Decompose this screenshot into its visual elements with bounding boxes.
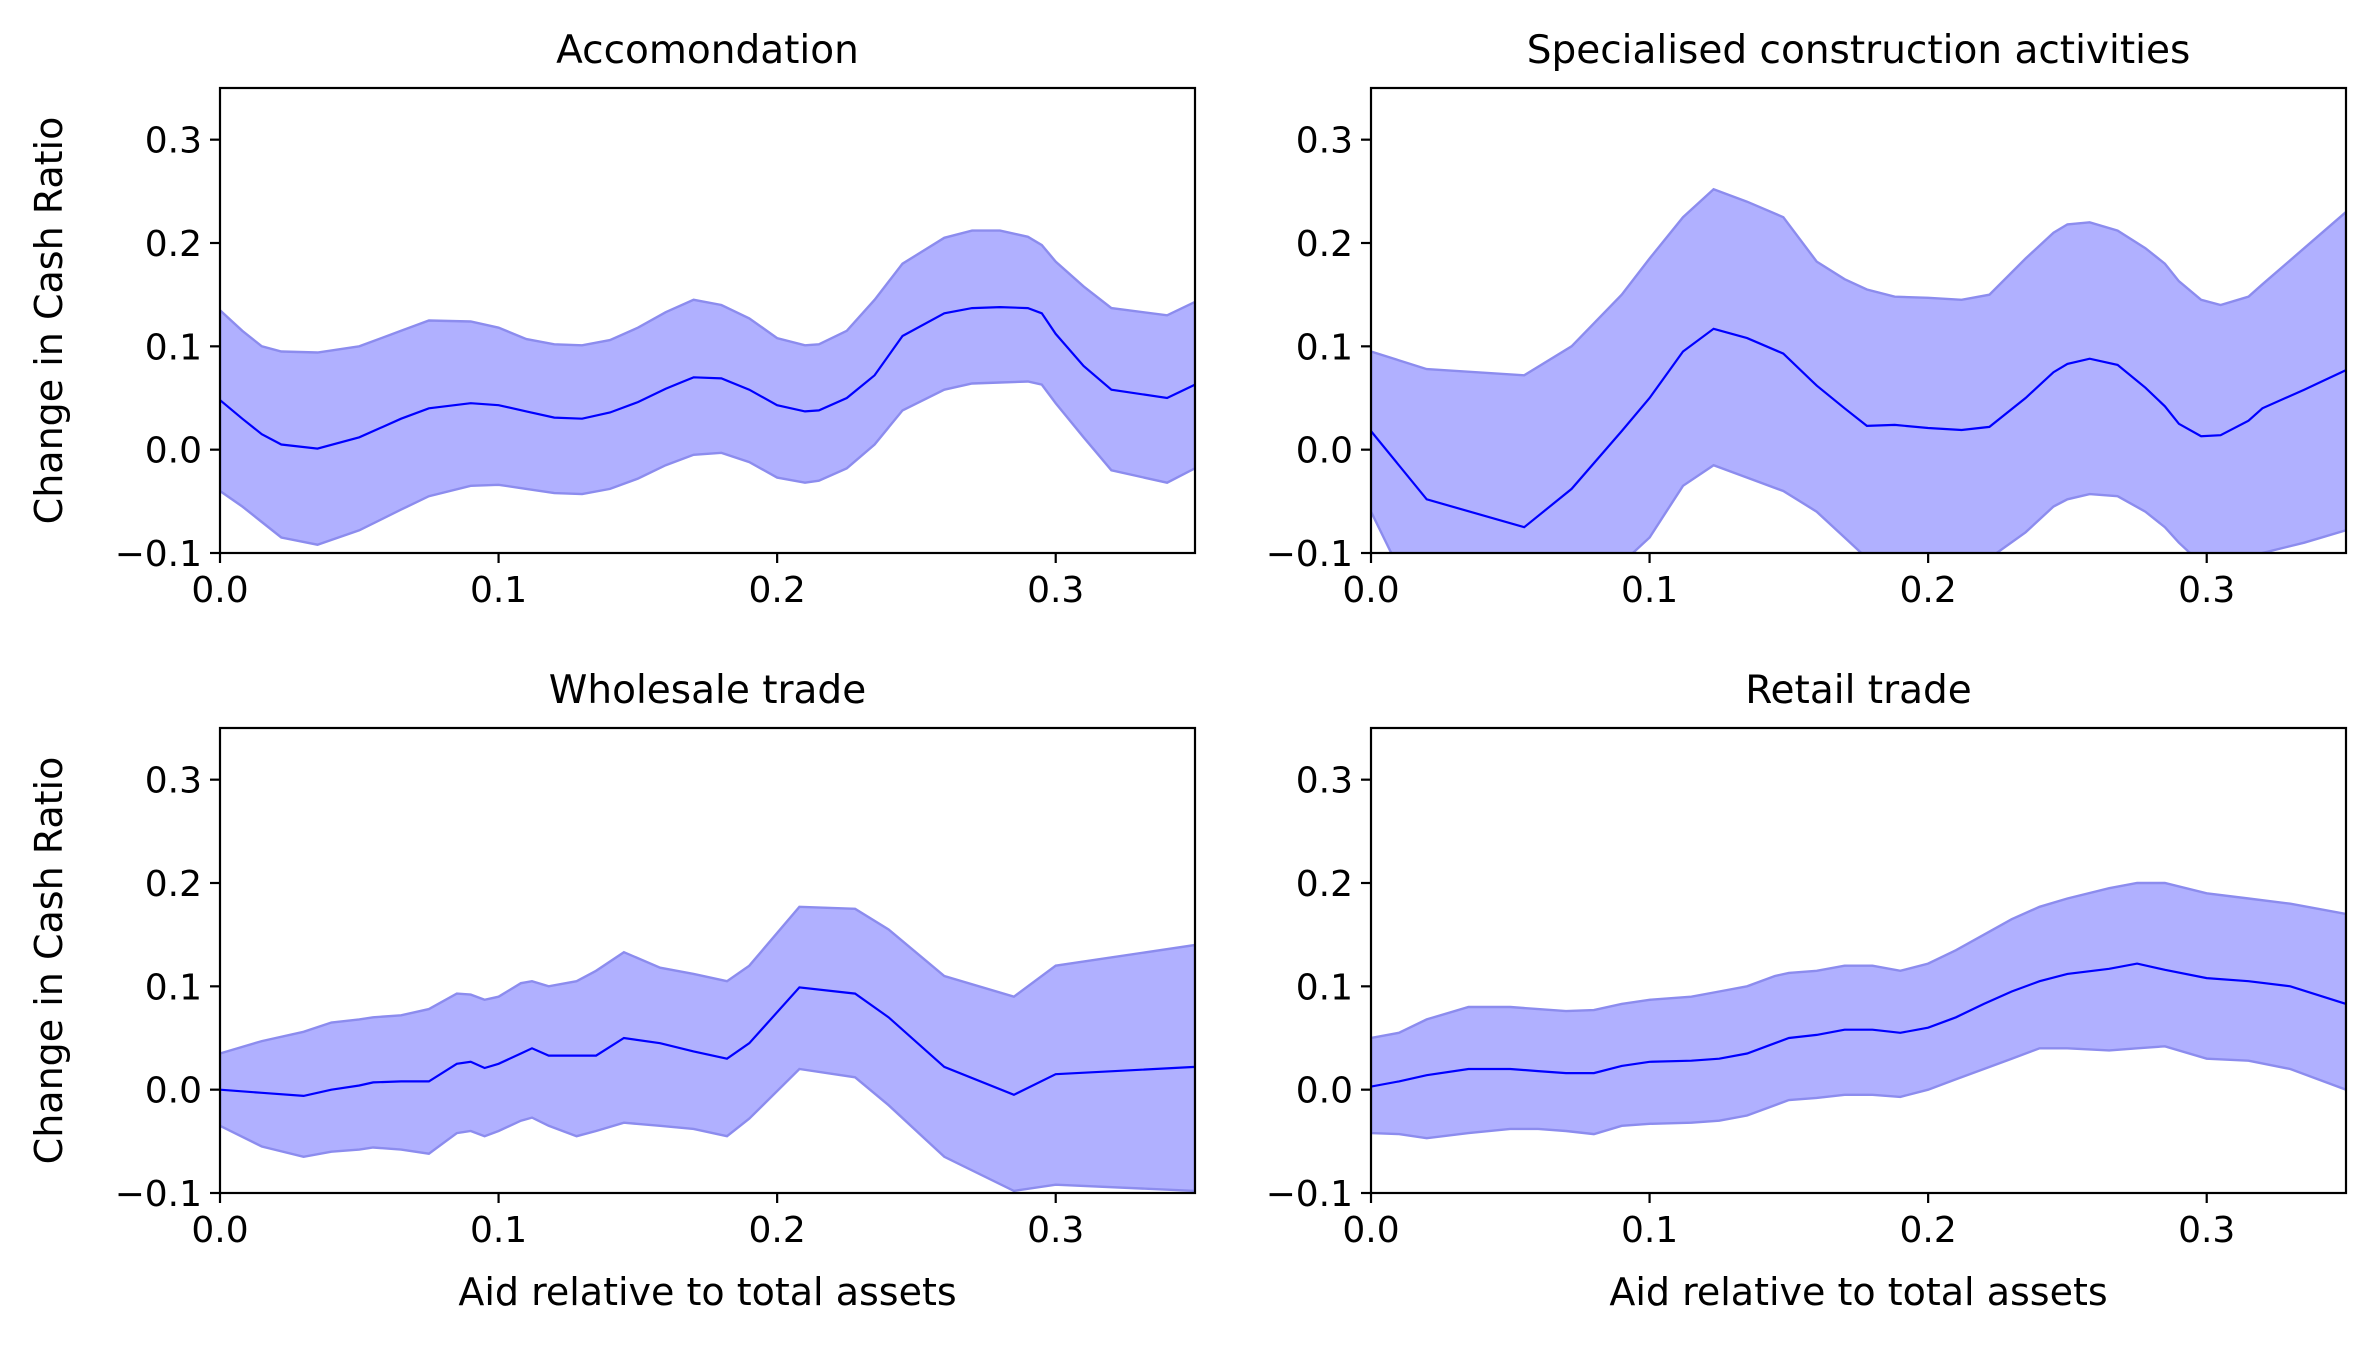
mean-line — [1371, 962, 2346, 1088]
x-tick-label: 0.3 — [1027, 1210, 1084, 1251]
confidence-band — [220, 905, 1195, 1193]
y-tick-label: 0.2 — [145, 864, 202, 905]
x-tick-label: 0.1 — [470, 1210, 527, 1251]
x-tick-label: 0.0 — [191, 570, 248, 611]
y-tick-label: 0.1 — [145, 967, 202, 1008]
y-tick-label: 0.0 — [1296, 431, 1353, 472]
confidence-band — [1371, 187, 2346, 553]
y-tick-label: 0.3 — [145, 121, 202, 162]
y-tick-label: 0.2 — [1296, 224, 1353, 265]
y-tick-label: 0.3 — [145, 761, 202, 802]
x-tick-label: 0.3 — [2178, 570, 2235, 611]
confidence-band — [1371, 881, 2346, 1140]
x-tick-label: 0.0 — [1342, 570, 1399, 611]
plot-area — [220, 229, 1195, 546]
y-tick-label: 0.1 — [145, 327, 202, 368]
axes-frame — [1369, 726, 2348, 1195]
x-tick-label: 0.1 — [470, 570, 527, 611]
panel-title: Specialised construction activities — [1527, 28, 2191, 73]
x-tick-label: 0.1 — [1621, 570, 1678, 611]
y-tick-label: −0.1 — [1266, 1174, 1353, 1215]
mean-line — [220, 986, 1195, 1098]
x-tick-label: 0.2 — [749, 570, 806, 611]
x-tick-label: 0.0 — [191, 1210, 248, 1251]
mean-line — [220, 305, 1195, 450]
axes-frame — [1369, 86, 2348, 555]
confidence-band — [220, 229, 1195, 546]
x-tick-label: 0.2 — [1900, 570, 1957, 611]
y-tick-label: 0.3 — [1296, 761, 1353, 802]
y-tick-label: 0.1 — [1296, 967, 1353, 1008]
axes-frame — [218, 726, 1197, 1195]
x-axis-label: Aid relative to total assets — [458, 1270, 956, 1314]
y-tick-label: 0.0 — [145, 1071, 202, 1112]
x-tick-label: 0.3 — [1027, 570, 1084, 611]
plot-area — [1371, 187, 2346, 553]
panel-title: Wholesale trade — [549, 668, 866, 713]
x-axis-label: Aid relative to total assets — [1609, 1270, 2107, 1314]
panel-title: Retail trade — [1745, 668, 1972, 713]
plot-area — [220, 905, 1195, 1193]
y-axis-label: Change in Cash Ratio — [27, 757, 71, 1165]
x-tick-label: 0.2 — [1900, 1210, 1957, 1251]
y-tick-label: 0.0 — [1296, 1071, 1353, 1112]
y-tick-label: 0.1 — [1296, 327, 1353, 368]
panel-title: Accomondation — [556, 28, 859, 73]
x-tick-label: 0.3 — [2178, 1210, 2235, 1251]
plot-area — [1371, 881, 2346, 1140]
y-tick-label: 0.0 — [145, 431, 202, 472]
y-tick-label: 0.2 — [145, 224, 202, 265]
axes-frame — [218, 86, 1197, 555]
y-tick-label: −0.1 — [115, 1174, 202, 1215]
y-axis-label: Change in Cash Ratio — [27, 117, 71, 525]
panel-1: 0.0 0.1 0.2 0.3−0.10.00.10.20.3Accomondatio… — [27, 28, 1197, 611]
y-tick-label: 0.3 — [1296, 121, 1353, 162]
y-tick-label: −0.1 — [1266, 534, 1353, 575]
x-tick-label: 0.0 — [1342, 1210, 1399, 1251]
mean-line — [1371, 327, 2346, 529]
y-tick-label: −0.1 — [115, 534, 202, 575]
x-tick-label: 0.1 — [1621, 1210, 1678, 1251]
x-tick-label: 0.2 — [749, 1210, 806, 1251]
panel-2: 0.0 0.1 0.2 0.3−0.10.00.10.20.3Specialised … — [1266, 28, 2348, 611]
y-tick-label: 0.2 — [1296, 864, 1353, 905]
